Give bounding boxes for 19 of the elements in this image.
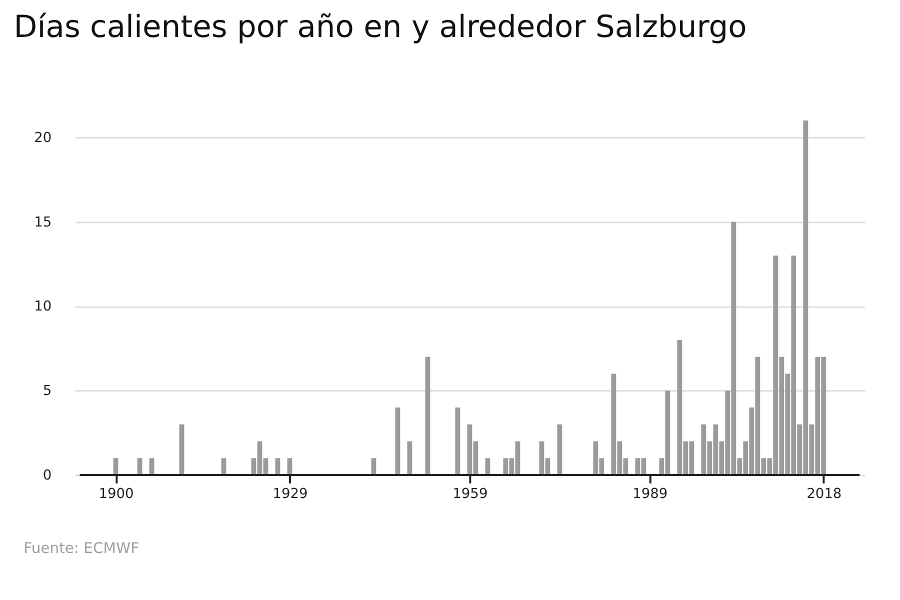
y-tick-label: 15 [34,214,52,230]
source-note: Fuente: ECMWF [24,540,140,557]
bar [455,408,460,476]
y-tick-label: 10 [34,298,52,315]
x-tick-label: 1929 [272,486,308,502]
chart-title: Días calientes por año en y alrededor Salzburgo [14,10,747,45]
bar [425,356,430,476]
x-tick-label: 1989 [632,486,668,502]
x-tick-label: 1959 [452,486,488,502]
bar [371,458,376,476]
x-tick-label: 1900 [98,486,134,502]
bar [407,441,412,476]
y-tick-label: 20 [34,130,52,146]
bar [485,458,490,476]
bar [395,408,400,476]
y-tick-label: 0 [42,467,52,484]
x-tick-label: 2018 [806,486,842,502]
y-tick-label: 5 [42,383,52,400]
bar [557,424,562,476]
